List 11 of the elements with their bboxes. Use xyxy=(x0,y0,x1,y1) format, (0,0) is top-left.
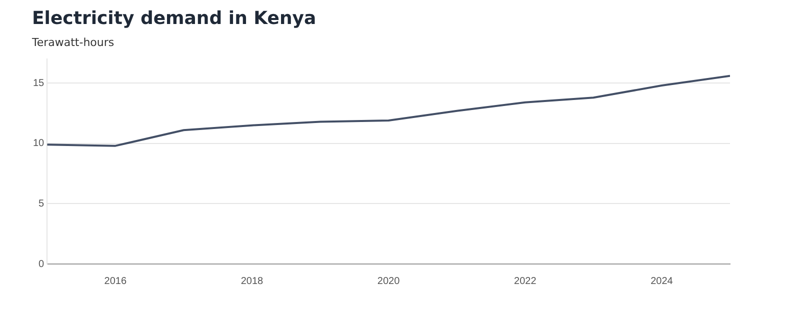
x-tick-label: 2020 xyxy=(377,276,400,287)
y-tick-label: 10 xyxy=(33,138,45,150)
x-tick-label: 2022 xyxy=(514,276,537,287)
y-tick-label: 15 xyxy=(33,78,45,89)
x-tick-label: 2018 xyxy=(240,276,264,287)
chart-subtitle: Terawatt-hours xyxy=(32,36,114,49)
x-tick-label: 2024 xyxy=(650,276,674,287)
chart-title: Electricity demand in Kenya xyxy=(32,8,316,29)
y-tick-label: 5 xyxy=(38,198,45,210)
x-tick-label: 2016 xyxy=(104,276,127,287)
y-tick-label: 0 xyxy=(38,258,45,270)
